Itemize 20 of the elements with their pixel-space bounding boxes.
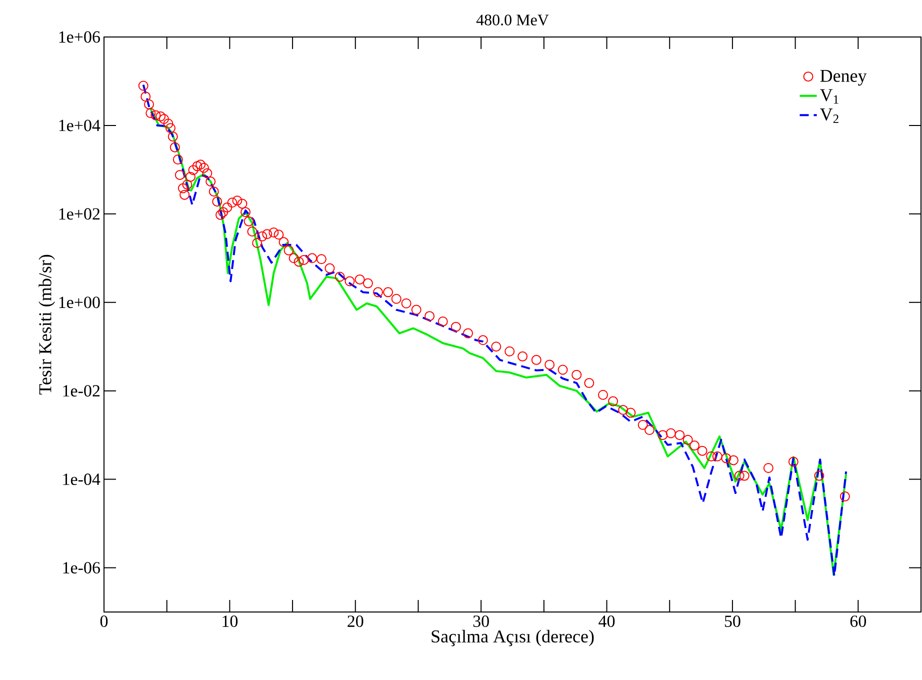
y-tick-label: 1e+04 bbox=[59, 120, 100, 132]
x-tick-label: 0 bbox=[100, 616, 108, 627]
y-tick-label: 1e+02 bbox=[59, 208, 100, 220]
y-tick-label: 1e-06 bbox=[63, 562, 100, 574]
x-tick-label: 10 bbox=[222, 616, 238, 627]
x-tick-label: 30 bbox=[473, 616, 489, 627]
y-axis-title: Tesir Kesiti (mb/sr) bbox=[38, 254, 55, 395]
chart-title: 480.0 MeV bbox=[476, 14, 549, 26]
x-tick-label: 60 bbox=[850, 616, 866, 627]
legend-label: Deney bbox=[820, 70, 867, 86]
legend-label: V$_{2}$ bbox=[820, 108, 838, 123]
y-tick-label: 1e-04 bbox=[63, 474, 100, 486]
y-tick-label: 1e+00 bbox=[59, 296, 100, 308]
y-tick-label: 1e+06 bbox=[59, 31, 100, 43]
legend-label: V$_{1}$ bbox=[820, 89, 838, 104]
x-axis-title: Saçılma Açısı (derece) bbox=[432, 630, 594, 646]
x-tick-label: 50 bbox=[724, 616, 740, 627]
y-tick-label: 1e-02 bbox=[63, 385, 100, 397]
x-tick-label: 40 bbox=[598, 616, 615, 627]
x-tick-label: 20 bbox=[348, 616, 364, 627]
